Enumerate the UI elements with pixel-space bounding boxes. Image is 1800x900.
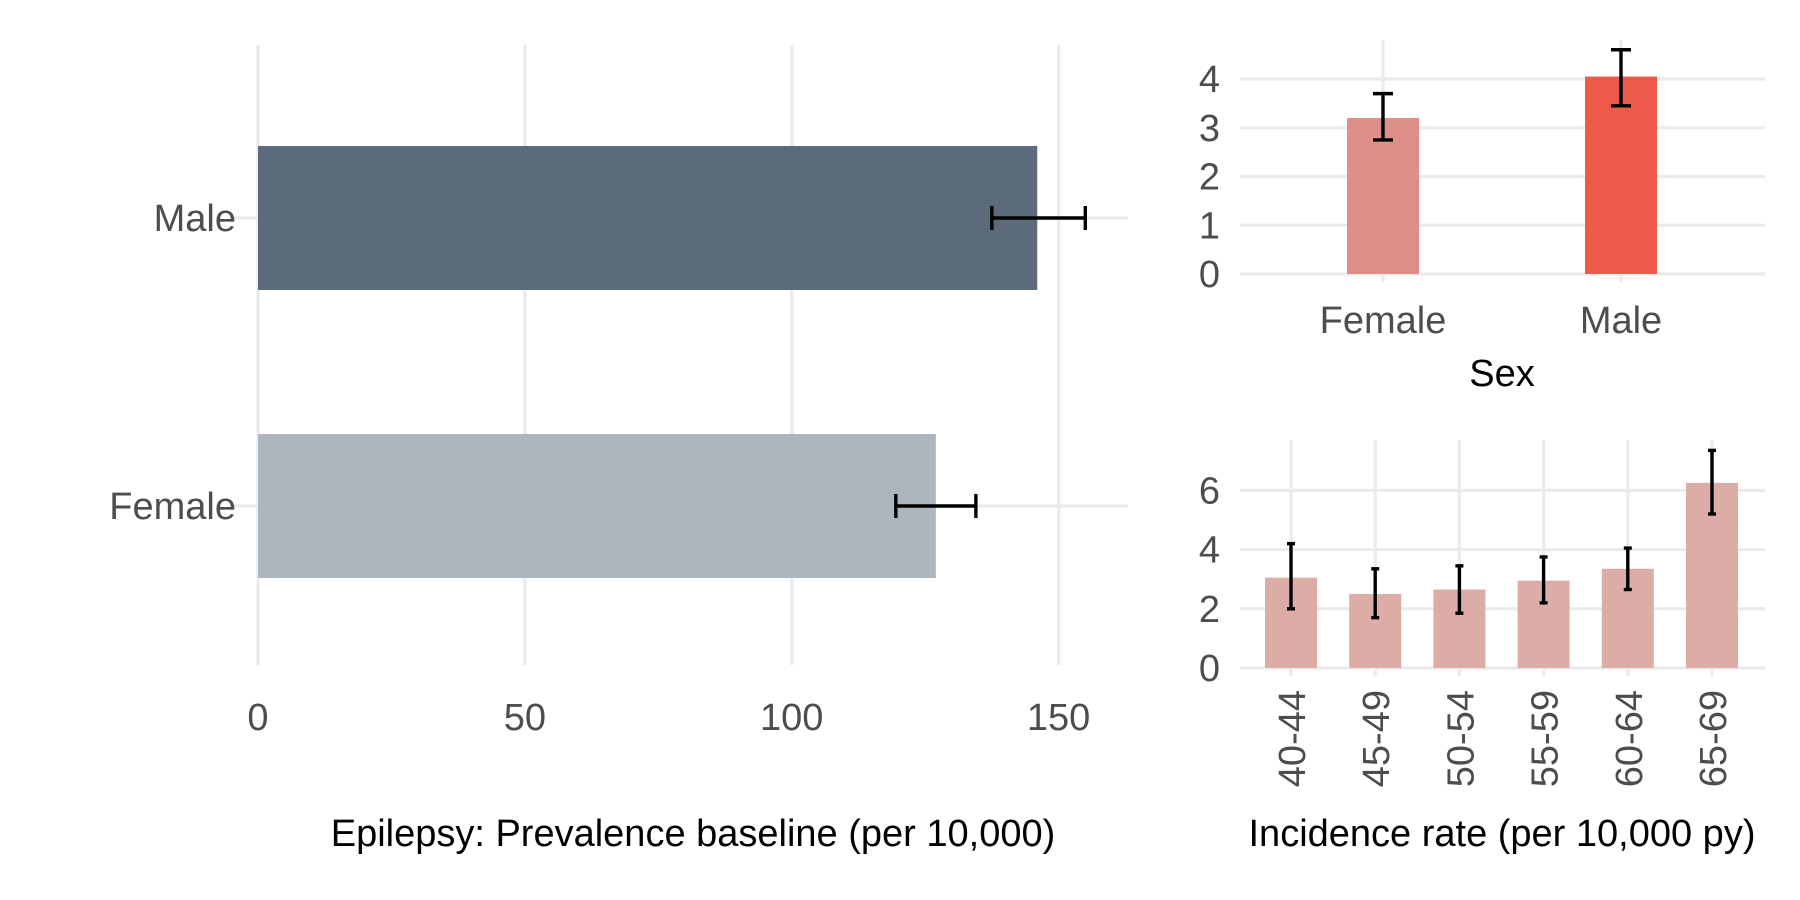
x-tick-label-60-64: 60-64 xyxy=(1609,690,1651,787)
x-tick-label-45-49: 45-49 xyxy=(1356,690,1398,787)
prevalence-chart: 0 50 100 150 Male Female Epilepsy: Prevalence … xyxy=(109,45,1128,855)
y-tick-label: 6 xyxy=(1199,470,1220,512)
x-tick-label: 0 xyxy=(247,697,268,739)
y-tick-label: 0 xyxy=(1199,254,1220,296)
x-axis-title: Sex xyxy=(1469,353,1534,395)
y-tick-label: 3 xyxy=(1199,108,1220,150)
x-axis-title: Epilepsy: Prevalence baseline (per 10,00… xyxy=(331,813,1056,855)
y-tick-label: 2 xyxy=(1199,589,1220,631)
y-tick-label-male: Male xyxy=(154,198,236,240)
x-tick-label-65-69: 65-69 xyxy=(1693,690,1735,787)
bar-female xyxy=(1347,118,1419,274)
x-tick-label: 150 xyxy=(1027,697,1090,739)
y-tick-label: 0 xyxy=(1199,648,1220,690)
bar-female xyxy=(258,434,936,578)
y-tick-label: 4 xyxy=(1199,59,1220,101)
incidence-by-sex-chart: 0 1 2 3 4 Female Male Sex xyxy=(1199,40,1765,395)
x-tick-label-55-59: 55-59 xyxy=(1525,690,1567,787)
y-tick-label: 1 xyxy=(1199,205,1220,247)
y-tick-label: 4 xyxy=(1199,530,1220,572)
x-tick-label-female: Female xyxy=(1320,300,1447,342)
x-tick-label-50-54: 50-54 xyxy=(1440,690,1482,787)
x-tick-label-male: Male xyxy=(1580,300,1662,342)
incidence-by-age-chart: 0 2 4 6 40-44 45-49 50-54 55-59 60-64 65-69 Incide… xyxy=(1199,440,1765,855)
y-tick-label-female: Female xyxy=(109,486,236,528)
bar-male xyxy=(1585,76,1657,274)
x-axis-title: Incidence rate (per 10,000 py) xyxy=(1249,813,1756,855)
bar-male xyxy=(258,146,1038,290)
x-tick-label-40-44: 40-44 xyxy=(1272,690,1314,787)
x-tick-label: 50 xyxy=(504,697,546,739)
y-tick-label: 2 xyxy=(1199,157,1220,199)
x-tick-label: 100 xyxy=(760,697,823,739)
